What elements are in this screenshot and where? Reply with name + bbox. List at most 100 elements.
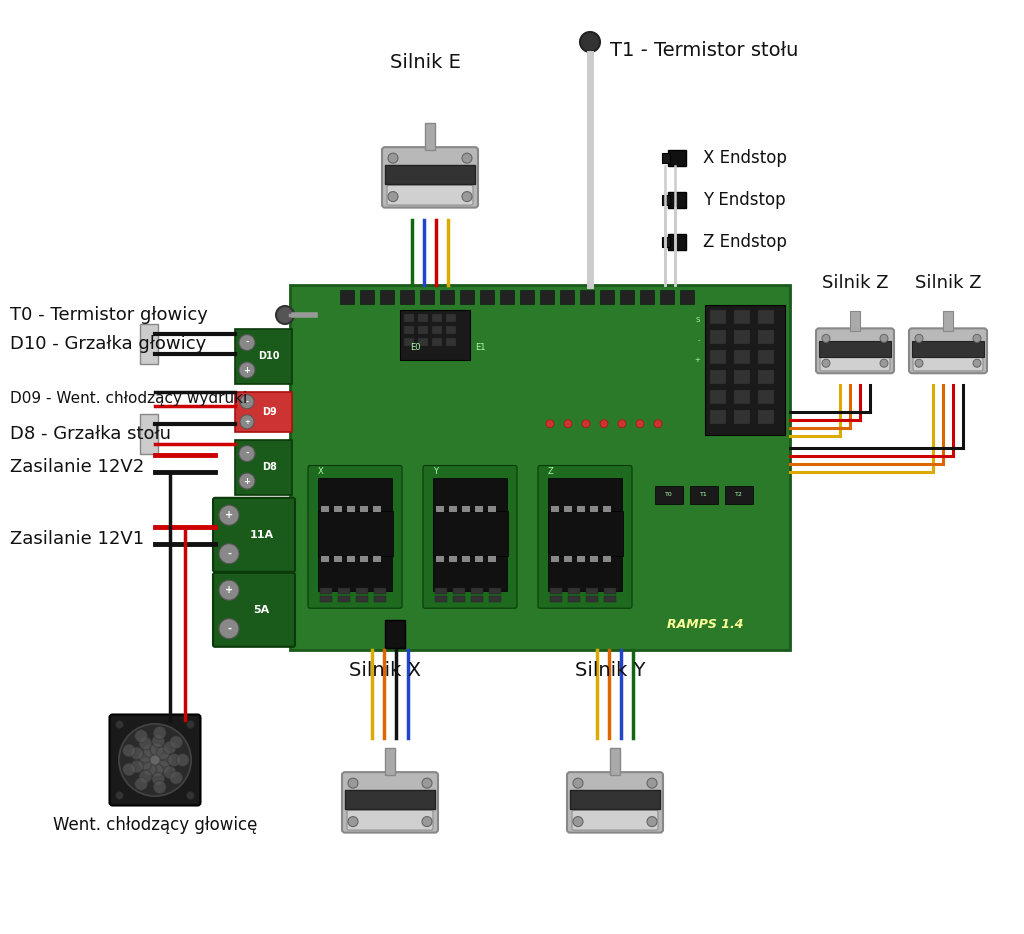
Text: Silnik E: Silnik E [389,52,461,72]
Circle shape [151,743,163,756]
Bar [404,338,414,346]
Circle shape [135,777,147,790]
Circle shape [573,778,583,788]
Bar [338,596,350,602]
Bar [319,588,332,594]
Bar [758,410,774,424]
Circle shape [240,395,254,409]
Bar [462,505,470,512]
Bar [488,556,496,561]
Bar [586,596,598,602]
Circle shape [647,816,657,827]
Bar [360,290,374,304]
Circle shape [573,816,583,827]
Circle shape [462,191,472,202]
Bar [446,326,456,334]
Circle shape [163,766,176,779]
Bar [318,477,392,591]
Bar [758,350,774,364]
Bar [400,310,470,360]
Bar [734,310,750,324]
Bar [140,324,158,364]
Circle shape [176,754,189,767]
Bar [758,330,774,344]
Circle shape [131,747,143,760]
FancyBboxPatch shape [308,465,402,608]
Bar [734,330,750,344]
Text: E0: E0 [410,344,420,352]
Circle shape [157,747,170,759]
Text: Y Endstop: Y Endstop [703,191,785,209]
Bar [590,556,598,561]
Text: S: S [695,317,700,323]
Text: Z: Z [548,466,554,475]
Bar [475,556,483,561]
Text: Z Endstop: Z Endstop [703,233,786,251]
Text: X: X [318,466,324,475]
Bar [500,290,514,304]
Circle shape [276,306,294,324]
Bar [360,505,368,512]
Text: D9: D9 [262,407,276,417]
Bar [360,556,368,561]
Circle shape [219,544,239,564]
Bar [551,556,559,561]
Bar [550,588,562,594]
Bar [580,290,594,304]
Text: +: + [244,365,251,375]
Bar [432,314,442,322]
Bar [655,486,683,503]
Bar [640,290,654,304]
FancyBboxPatch shape [213,573,295,647]
Bar [520,290,534,304]
Bar [668,150,686,166]
Text: Silnik X: Silnik X [349,660,421,680]
Bar [600,290,614,304]
Bar [345,790,435,809]
FancyBboxPatch shape [382,148,478,207]
Bar [374,596,386,602]
Circle shape [138,750,152,763]
Circle shape [636,419,644,428]
Text: -: - [697,337,700,343]
Bar [620,290,634,304]
Circle shape [157,760,170,773]
Text: +: + [225,586,233,595]
Bar [234,391,292,432]
Bar [435,596,447,602]
Bar [710,370,726,384]
Circle shape [580,32,600,52]
Bar [550,596,562,602]
Bar [710,350,726,364]
Bar [436,505,444,512]
FancyBboxPatch shape [572,811,658,830]
Text: 11A: 11A [250,530,273,540]
Circle shape [143,744,156,757]
Circle shape [915,360,923,367]
Bar [453,588,465,594]
Bar [418,338,428,346]
FancyBboxPatch shape [423,465,517,608]
Text: -: - [227,624,231,633]
Text: Y: Y [433,466,438,475]
Bar [374,588,386,594]
Text: -: - [246,399,249,404]
Circle shape [654,419,662,428]
Bar [604,588,616,594]
Bar [449,556,457,561]
Bar [568,596,580,602]
Circle shape [152,735,165,747]
Bar [710,330,726,344]
Bar [318,511,393,556]
Circle shape [116,720,124,729]
Circle shape [154,727,166,739]
Text: Silnik Y: Silnik Y [574,660,645,680]
Circle shape [348,816,358,827]
Bar [758,310,774,324]
Bar [453,596,465,602]
Text: +: + [244,476,251,486]
Circle shape [240,415,254,429]
Bar [404,314,414,322]
Bar [488,505,496,512]
Text: Zasilanie 12V2: Zasilanie 12V2 [10,458,144,475]
